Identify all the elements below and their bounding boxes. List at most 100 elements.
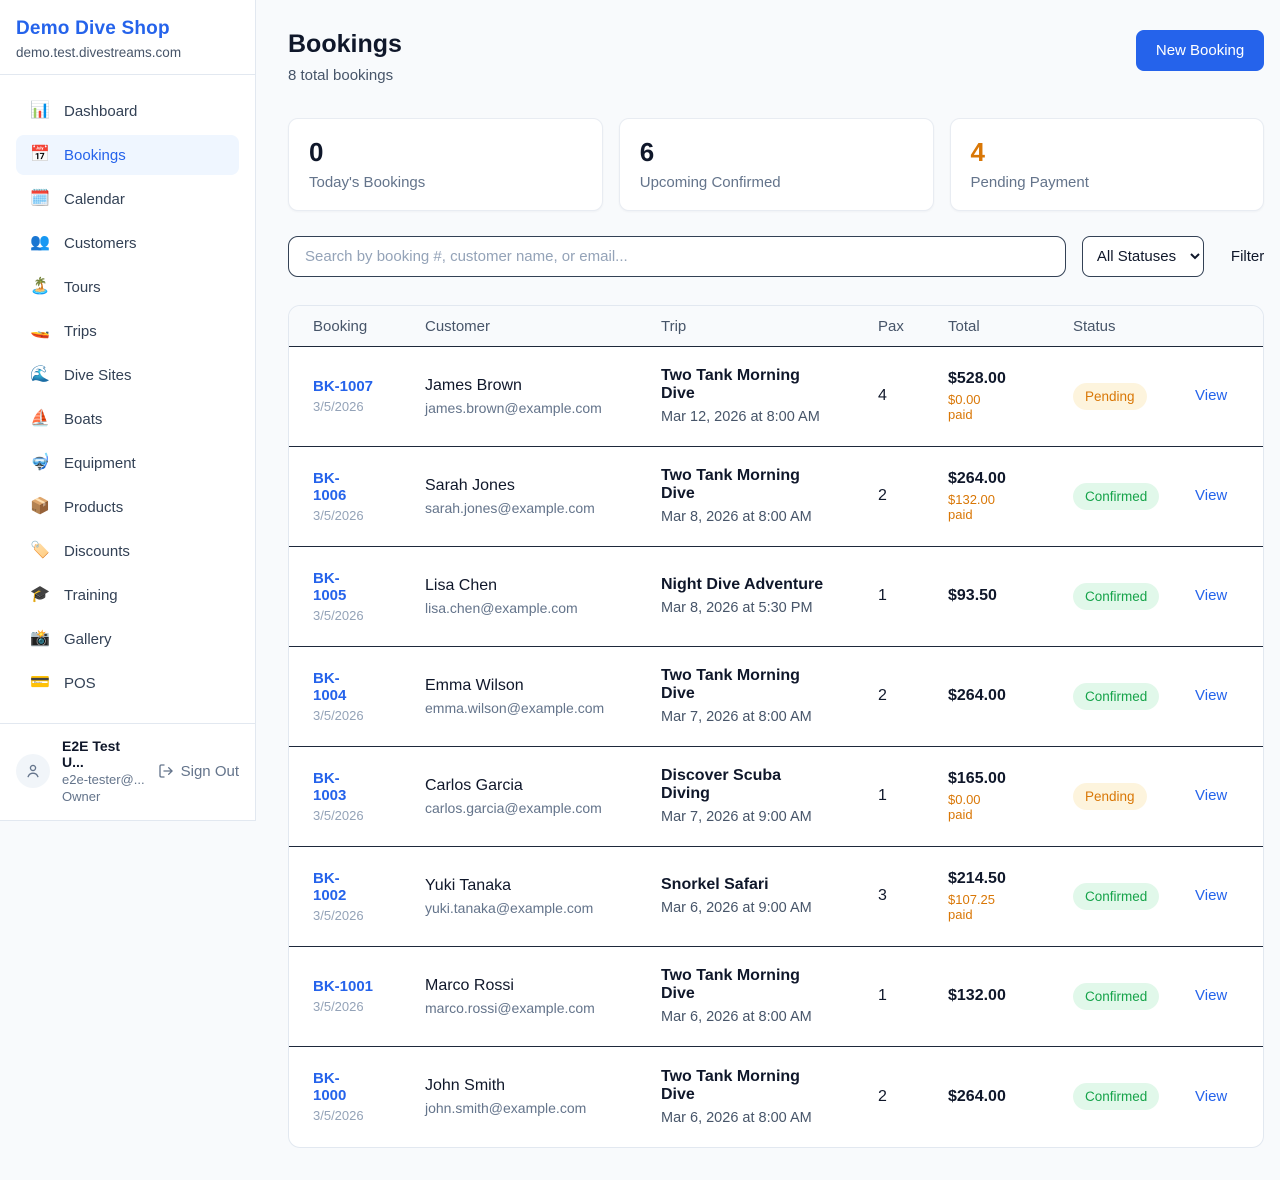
sidebar-item-gallery[interactable]: 📸 Gallery (16, 619, 239, 659)
main-content: Bookings 8 total bookings New Booking 0 … (256, 0, 1280, 1180)
dashboard-icon: 📊 (30, 102, 50, 119)
customer-name: Lisa Chen (425, 576, 498, 594)
column-header-status: Status (1073, 317, 1116, 335)
sidebar-item-label: Dive Sites (64, 366, 132, 384)
trip-name: Discover Scuba Diving (661, 767, 782, 803)
booking-link[interactable]: BK-1004 (313, 669, 347, 704)
column-header-actions (1185, 306, 1239, 346)
sidebar-item-dive-sites[interactable]: 🌊 Dive Sites (16, 355, 239, 395)
graduation-cap-icon: 🎓 (30, 586, 50, 603)
status-badge: Confirmed (1073, 882, 1160, 910)
customer-email: emma.wilson@example.com (425, 699, 605, 716)
booking-link[interactable]: BK-1003 (313, 769, 347, 804)
trip-datetime: Mar 12, 2026 at 8:00 AM (661, 409, 820, 426)
booking-link[interactable]: BK-1000 (313, 1070, 347, 1105)
trip-name: Two Tank Morning Dive (661, 467, 800, 503)
trip-datetime: Mar 6, 2026 at 9:00 AM (661, 900, 812, 917)
calendar-icon: 🗓️ (30, 190, 50, 207)
status-filter-select[interactable]: All Statuses (1081, 235, 1204, 277)
customer-email: carlos.garcia@example.com (425, 799, 602, 816)
view-link[interactable]: View (1195, 1087, 1228, 1105)
sailboat-icon: ⛵ (30, 410, 50, 427)
total-amount: $264.00 (948, 687, 1006, 705)
sign-out-button[interactable]: Sign Out (158, 763, 239, 780)
booking-link[interactable]: BK-1005 (313, 569, 347, 604)
sidebar-item-boats[interactable]: ⛵ Boats (16, 399, 239, 439)
sidebar-item-label: Trips (64, 322, 97, 340)
booking-link[interactable]: BK-1002 (313, 869, 347, 904)
customer-email: james.brown@example.com (425, 399, 602, 416)
status-badge: Confirmed (1073, 582, 1160, 610)
trip-name: Two Tank Morning Dive (661, 667, 800, 703)
sidebar-item-customers[interactable]: 👥 Customers (16, 223, 239, 263)
shop-header: Demo Dive Shop demo.test.divestreams.com (0, 0, 255, 75)
trips-speedboat-icon: 🚤 (30, 322, 50, 339)
package-icon: 📦 (30, 498, 50, 515)
bookings-calendar-icon: 📅 (30, 146, 50, 163)
sidebar-nav: 📊 Dashboard 📅 Bookings 🗓️ Calendar 👥 Cus… (0, 75, 255, 715)
sidebar-item-label: Equipment (64, 454, 136, 472)
view-link[interactable]: View (1195, 687, 1228, 705)
sidebar-item-dashboard[interactable]: 📊 Dashboard (16, 91, 239, 131)
table-row: BK-1006 3/5/2026 Sarah Jones sarah.jones… (289, 447, 1264, 547)
customer-name: Emma Wilson (425, 676, 524, 694)
sidebar-item-training[interactable]: 🎓 Training (16, 575, 239, 615)
camera-icon: 📸 (30, 630, 50, 647)
user-role: Owner (62, 789, 101, 804)
sidebar-item-equipment[interactable]: 🤿 Equipment (16, 443, 239, 483)
user-meta: E2E Test U... e2e-tester@... Owner (62, 738, 146, 804)
trip-datetime: Mar 6, 2026 at 8:00 AM (661, 1109, 812, 1126)
stat-cards: 0 Today's Bookings 6 Upcoming Confirmed … (288, 118, 1265, 211)
avatar (16, 754, 50, 788)
booking-link[interactable]: BK-1001 (313, 978, 374, 996)
sidebar-item-products[interactable]: 📦 Products (16, 487, 239, 527)
customer-email: lisa.chen@example.com (425, 599, 578, 616)
view-link[interactable]: View (1195, 387, 1228, 405)
table-row: BK-1004 3/5/2026 Emma Wilson emma.wilson… (289, 647, 1264, 747)
sidebar-item-tours[interactable]: 🏝️ Tours (16, 267, 239, 307)
bookings-table: Booking Customer Trip Pax Total Status B… (288, 304, 1265, 1148)
sidebar-item-pos[interactable]: 💳 POS (16, 663, 239, 703)
paid-amount: $132.00 paid (948, 492, 995, 523)
user-name: E2E Test U... (62, 738, 121, 770)
booking-link[interactable]: BK-1007 (313, 378, 374, 396)
table-row: BK-1001 3/5/2026 Marco Rossi marco.rossi… (289, 947, 1264, 1047)
customer-name: Marco Rossi (425, 976, 514, 994)
table-row: BK-1000 3/5/2026 John Smith john.smith@e… (289, 1047, 1263, 1147)
sidebar-item-trips[interactable]: 🚤 Trips (16, 311, 239, 351)
view-link[interactable]: View (1195, 887, 1228, 905)
pax-count: 1 (878, 787, 887, 805)
sidebar-item-calendar[interactable]: 🗓️ Calendar (16, 179, 239, 219)
sidebar-item-discounts[interactable]: 🏷️ Discounts (16, 531, 239, 571)
customer-name: Sarah Jones (425, 476, 515, 494)
shop-name: Demo Dive Shop (16, 18, 170, 39)
status-badge: Confirmed (1073, 482, 1160, 510)
total-amount: $93.50 (948, 587, 997, 605)
total-amount: $264.00 (948, 470, 1006, 488)
column-header-customer: Customer (425, 317, 491, 335)
booking-link[interactable]: BK-1006 (313, 469, 347, 504)
user-email: e2e-tester@... (62, 772, 145, 787)
filter-button[interactable]: Filter (1230, 247, 1265, 265)
view-link[interactable]: View (1195, 487, 1228, 505)
sidebar-item-bookings[interactable]: 📅 Bookings (16, 135, 239, 175)
pax-count: 2 (878, 1087, 887, 1105)
sidebar-item-label: Products (64, 498, 124, 516)
pax-count: 4 (878, 387, 887, 405)
credit-card-icon: 💳 (30, 674, 50, 691)
search-input[interactable] (288, 235, 1066, 277)
view-link[interactable]: View (1195, 587, 1228, 605)
customer-name: Yuki Tanaka (425, 876, 511, 894)
trip-datetime: Mar 8, 2026 at 8:00 AM (661, 509, 812, 526)
booking-date: 3/5/2026 (313, 707, 364, 723)
view-link[interactable]: View (1195, 987, 1228, 1005)
view-link[interactable]: View (1195, 787, 1228, 805)
trip-datetime: Mar 8, 2026 at 5:30 PM (661, 600, 813, 617)
sidebar-item-label: Customers (64, 234, 137, 252)
sidebar-item-label: Gallery (64, 630, 112, 648)
pax-count: 1 (878, 987, 887, 1005)
booking-date: 3/5/2026 (313, 907, 364, 923)
column-header-pax: Pax (878, 317, 904, 335)
new-booking-button[interactable]: New Booking (1135, 30, 1265, 71)
logout-icon (158, 764, 173, 778)
